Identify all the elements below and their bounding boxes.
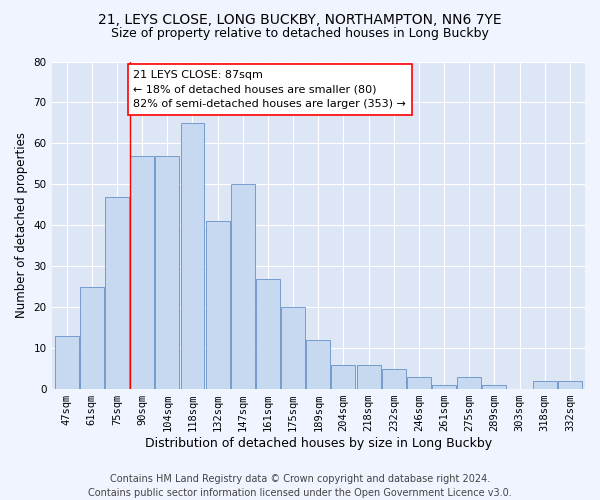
Text: 21 LEYS CLOSE: 87sqm
← 18% of detached houses are smaller (80)
82% of semi-detac: 21 LEYS CLOSE: 87sqm ← 18% of detached h… xyxy=(133,70,406,110)
Bar xyxy=(155,156,179,389)
Bar xyxy=(482,385,506,389)
Bar xyxy=(407,377,431,389)
Bar xyxy=(281,307,305,389)
Bar xyxy=(231,184,255,389)
Y-axis label: Number of detached properties: Number of detached properties xyxy=(15,132,28,318)
Text: Size of property relative to detached houses in Long Buckby: Size of property relative to detached ho… xyxy=(111,28,489,40)
Bar xyxy=(55,336,79,389)
Bar xyxy=(256,278,280,389)
Bar xyxy=(457,377,481,389)
Bar xyxy=(181,123,205,389)
Text: Contains HM Land Registry data © Crown copyright and database right 2024.
Contai: Contains HM Land Registry data © Crown c… xyxy=(88,474,512,498)
Text: 21, LEYS CLOSE, LONG BUCKBY, NORTHAMPTON, NN6 7YE: 21, LEYS CLOSE, LONG BUCKBY, NORTHAMPTON… xyxy=(98,12,502,26)
Bar xyxy=(307,340,330,389)
Bar xyxy=(382,368,406,389)
Bar xyxy=(105,196,129,389)
Bar xyxy=(130,156,154,389)
Bar xyxy=(356,364,380,389)
X-axis label: Distribution of detached houses by size in Long Buckby: Distribution of detached houses by size … xyxy=(145,437,492,450)
Bar xyxy=(533,381,557,389)
Bar xyxy=(432,385,456,389)
Bar xyxy=(80,286,104,389)
Bar xyxy=(206,221,230,389)
Bar xyxy=(558,381,582,389)
Bar xyxy=(331,364,355,389)
